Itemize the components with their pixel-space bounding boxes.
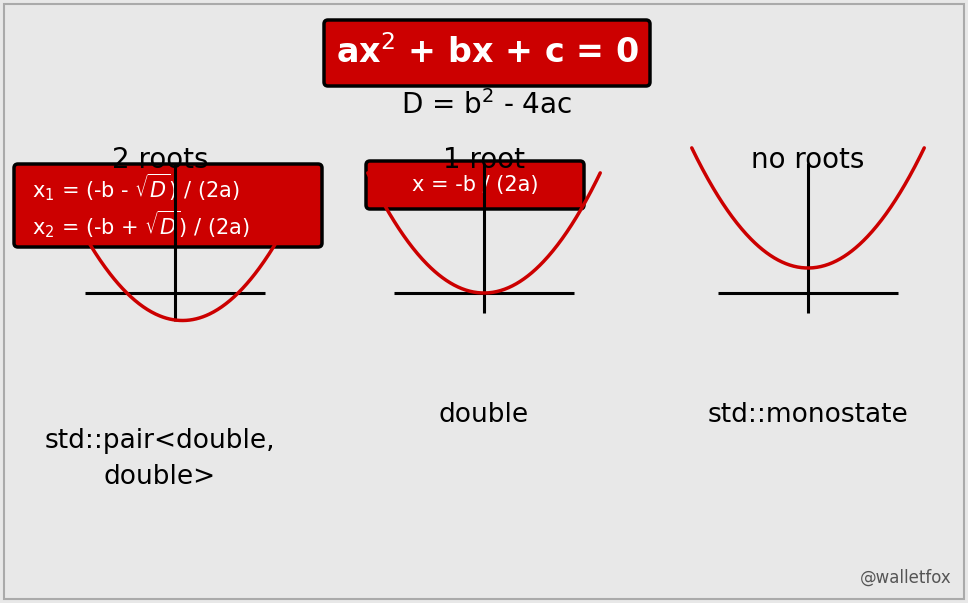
Text: double: double bbox=[439, 402, 529, 428]
Text: ax$^2$ + bx + c = 0: ax$^2$ + bx + c = 0 bbox=[336, 36, 638, 71]
Text: 1 root: 1 root bbox=[443, 146, 525, 174]
Text: x = -b / (2a): x = -b / (2a) bbox=[411, 175, 538, 195]
FancyBboxPatch shape bbox=[4, 4, 964, 599]
FancyBboxPatch shape bbox=[14, 164, 322, 247]
Text: D = b$^2$ - 4ac: D = b$^2$ - 4ac bbox=[402, 90, 572, 120]
FancyBboxPatch shape bbox=[324, 20, 650, 86]
Text: std::monostate: std::monostate bbox=[708, 402, 908, 428]
Text: x$_2$ = (-b + $\sqrt{D}$) / (2a): x$_2$ = (-b + $\sqrt{D}$) / (2a) bbox=[32, 208, 250, 240]
Text: 2 roots: 2 roots bbox=[111, 146, 208, 174]
Text: std::pair<double,
double>: std::pair<double, double> bbox=[45, 428, 275, 490]
Text: x$_1$ = (-b - $\sqrt{D}$) / (2a): x$_1$ = (-b - $\sqrt{D}$) / (2a) bbox=[32, 171, 240, 203]
FancyBboxPatch shape bbox=[366, 161, 584, 209]
Text: @walletfox: @walletfox bbox=[861, 569, 952, 587]
Text: no roots: no roots bbox=[751, 146, 864, 174]
